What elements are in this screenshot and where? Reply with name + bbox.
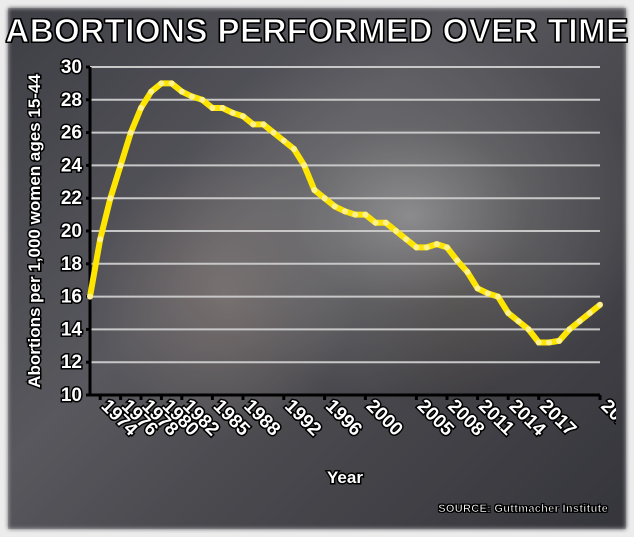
data-marker	[179, 89, 185, 95]
data-marker	[383, 220, 389, 226]
data-marker	[536, 340, 542, 346]
data-marker	[148, 89, 154, 95]
data-marker	[158, 80, 164, 86]
data-marker	[362, 212, 368, 218]
data-marker	[169, 80, 175, 86]
data-marker	[87, 294, 93, 300]
y-tick-label: 16	[61, 287, 82, 308]
chart-title: ABORTIONS PERFORMED OVER TIME	[0, 12, 634, 50]
y-tick-label: 18	[61, 254, 82, 275]
data-marker	[107, 195, 113, 201]
chart: 1012141618202224262830197419761978198019…	[18, 55, 616, 487]
x-tick-label: 1992	[280, 396, 325, 441]
data-marker	[352, 212, 358, 218]
data-marker	[526, 326, 532, 332]
data-marker	[485, 290, 491, 296]
x-tick-label: 2000	[362, 396, 407, 441]
data-marker	[587, 310, 593, 316]
data-marker	[444, 244, 450, 250]
y-tick-label: 12	[61, 352, 82, 373]
data-marker	[230, 110, 236, 116]
figure-root: ABORTIONS PERFORMED OVER TIME 10 12 14 16 18…	[0, 0, 634, 537]
x-tick-label: 2023	[596, 396, 616, 441]
y-tick-label: 28	[61, 90, 82, 111]
y-tick-label: 22	[61, 188, 82, 209]
y-tick-label: 26	[61, 123, 82, 144]
data-marker	[546, 340, 552, 346]
source-label: SOURCE: Guttmacher Institute	[438, 503, 608, 515]
data-marker	[342, 208, 348, 214]
data-marker	[505, 310, 511, 316]
data-marker	[128, 130, 134, 136]
data-marker	[220, 105, 226, 111]
data-marker	[281, 138, 287, 144]
data-marker	[413, 244, 419, 250]
data-marker	[566, 326, 572, 332]
y-tick-label: 20	[61, 221, 82, 242]
data-marker	[311, 187, 317, 193]
data-marker	[332, 203, 338, 209]
data-marker	[209, 105, 215, 111]
y-axis-label: Abortions per 1,000 women ages 15-44	[25, 74, 44, 388]
data-marker	[199, 97, 205, 103]
data-marker	[464, 269, 470, 275]
data-marker	[301, 162, 307, 168]
data-marker	[577, 318, 583, 324]
data-marker	[597, 302, 603, 308]
x-axis-label: Year	[327, 468, 363, 487]
data-marker	[250, 121, 256, 127]
data-marker	[189, 94, 195, 100]
data-marker	[424, 244, 430, 250]
x-tick-label: 1996	[321, 396, 366, 441]
y-tick-label: 30	[61, 57, 82, 78]
data-marker	[475, 285, 481, 291]
data-marker	[495, 294, 501, 300]
data-marker	[138, 105, 144, 111]
chart-svg: 1012141618202224262830197419761978198019…	[18, 55, 616, 487]
data-marker	[454, 258, 460, 264]
data-marker	[556, 338, 562, 344]
data-marker	[434, 241, 440, 247]
data-marker	[118, 162, 124, 168]
y-tick-label: 10	[61, 385, 82, 406]
y-tick-label: 14	[61, 319, 83, 340]
data-marker	[515, 318, 521, 324]
y-tick-label: 24	[61, 155, 83, 176]
data-marker	[393, 228, 399, 234]
data-marker	[291, 146, 297, 152]
data-marker	[260, 121, 266, 127]
data-marker	[373, 220, 379, 226]
data-marker	[97, 236, 103, 242]
data-marker	[240, 113, 246, 119]
data-marker	[271, 130, 277, 136]
data-marker	[322, 195, 328, 201]
data-marker	[403, 236, 409, 242]
